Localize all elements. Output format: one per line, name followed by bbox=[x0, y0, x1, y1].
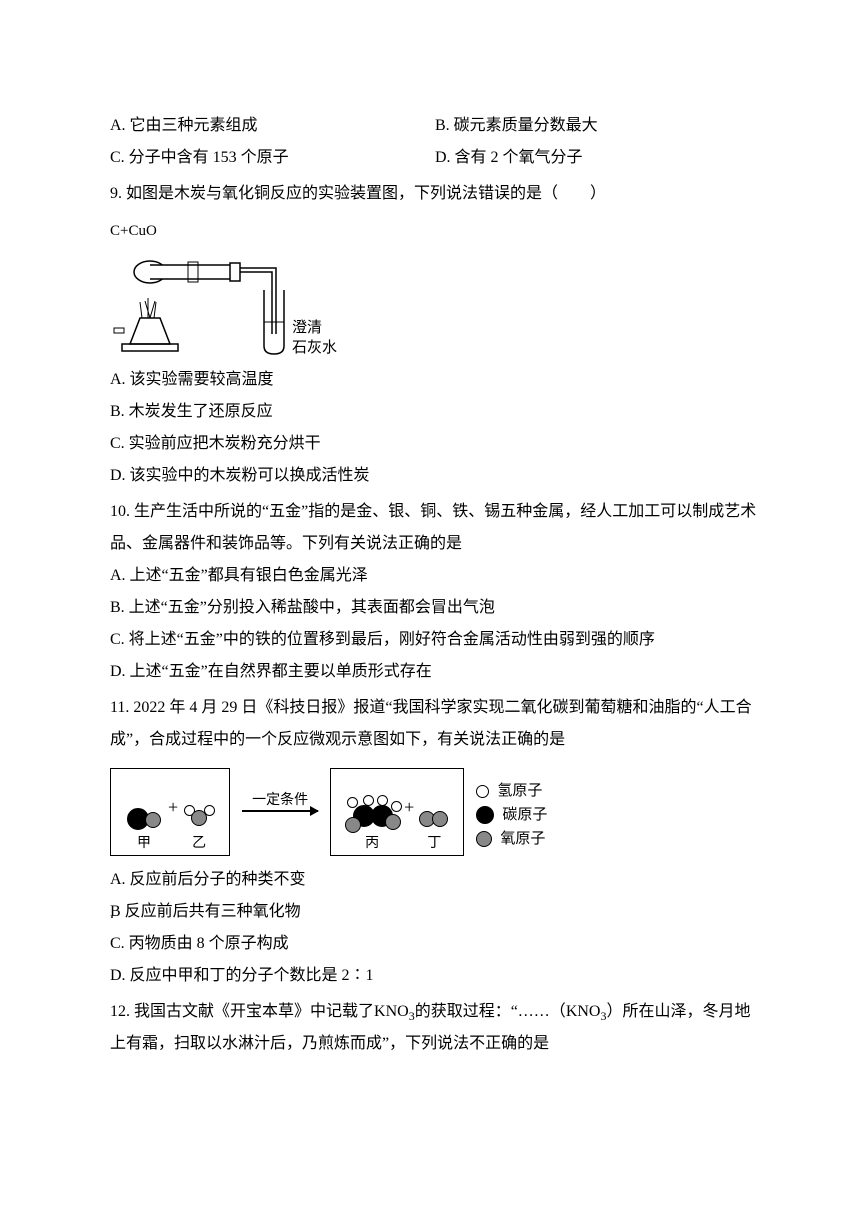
q11-b-text: 反应前后共有三种氧化物 bbox=[121, 903, 301, 920]
q9-text: 9. 如图是木炭与氧化铜反应的实验装置图，下列说法错误的是（ ） bbox=[110, 178, 760, 210]
q12-part1: 12. 我国古文献《开宝本草》中记载了 bbox=[110, 1003, 374, 1020]
molecule-yi bbox=[181, 798, 217, 834]
q8-option-d: D. 含有 2 个氧气分子 bbox=[435, 142, 760, 174]
q9-diagram: C+CuO 澄清 石灰水 bbox=[110, 216, 760, 358]
legend-h-label: 氢原子 bbox=[497, 782, 542, 800]
q11-reaction-diagram: 甲 + 乙 一定条件 丙 bbox=[110, 768, 760, 856]
q11-option-d: D. 反应中甲和丁的分子个数比是 2∶1 bbox=[110, 960, 760, 992]
label-bing: 丙 bbox=[365, 837, 379, 851]
q11-option-c: C. 丙物质由 8 个原子构成 bbox=[110, 928, 760, 960]
legend-o-label: 氧原子 bbox=[500, 830, 545, 848]
legend-h-icon bbox=[476, 785, 489, 798]
q10-option-a: A. 上述“五金”都具有银白色金属光泽 bbox=[110, 560, 760, 592]
q9-label3: 石灰水 bbox=[292, 339, 760, 359]
atom-legend: 氢原子 碳原子 氧原子 bbox=[476, 776, 547, 848]
label-jia: 甲 bbox=[137, 837, 151, 851]
q9-option-d: D. 该实验中的木炭粉可以换成活性炭 bbox=[110, 460, 760, 492]
q8-option-c: C. 分子中含有 153 个原子 bbox=[110, 142, 435, 174]
reaction-arrow: 一定条件 bbox=[242, 794, 318, 812]
q9-option-a: A. 该实验需要较高温度 bbox=[110, 364, 760, 396]
q12-formula1: KNO3 bbox=[374, 1003, 415, 1020]
q10-text: 10. 生产生活中所说的“五金”指的是金、银、铜、铁、锡五种金属，经人工加工可以… bbox=[110, 496, 760, 560]
q8-options-row2: C. 分子中含有 153 个原子 D. 含有 2 个氧气分子 bbox=[110, 142, 760, 174]
label-yi: 乙 bbox=[192, 837, 206, 851]
q11-option-a: A. 反应前后分子的种类不变 bbox=[110, 864, 760, 896]
q9-option-b: B. 木炭发生了还原反应 bbox=[110, 396, 760, 428]
legend-o-icon bbox=[476, 831, 492, 847]
q8-option-b: B. 碳元素质量分数最大 bbox=[435, 110, 760, 142]
arrow-label: 一定条件 bbox=[252, 794, 308, 808]
q10-option-d: D. 上述“五金”在自然界都主要以单质形式存在 bbox=[110, 656, 760, 688]
molecule-ding bbox=[417, 798, 451, 834]
molecule-jia bbox=[123, 798, 165, 834]
q12-paren-close: ） bbox=[606, 1003, 622, 1020]
q11-b-prefix: B bbox=[110, 903, 121, 920]
q8-option-a: A. 它由三种元素组成 bbox=[110, 110, 435, 142]
q9-label2: 澄清 bbox=[292, 319, 760, 339]
q11-text: 11. 2022 年 4 月 29 日《科技日报》报道“我国科学家实现二氧化碳到… bbox=[110, 692, 760, 756]
q12-paren-open: （ bbox=[550, 1003, 566, 1020]
q8-options-row1: A. 它由三种元素组成 B. 碳元素质量分数最大 bbox=[110, 110, 760, 142]
q12-text: 12. 我国古文献《开宝本草》中记载了KNO3的获取过程：“……（KNO3）所在… bbox=[110, 996, 760, 1060]
q9-option-c: C. 实验前应把木炭粉充分烘干 bbox=[110, 428, 760, 460]
q12-formula2: KNO3 bbox=[566, 1003, 607, 1020]
q10-option-c: C. 将上述“五金”中的铁的位置移到最后，刚好符合金属活动性由弱到强的顺序 bbox=[110, 624, 760, 656]
q11-option-b: B 反应前后共有三种氧化物 bbox=[110, 896, 760, 928]
q12-part2: 的获取过程：“…… bbox=[415, 1003, 550, 1020]
products-box: 丙 + 丁 bbox=[330, 768, 464, 856]
q10-option-b: B. 上述“五金”分别投入稀盐酸中，其表面都会冒出气泡 bbox=[110, 592, 760, 624]
plus-2: + bbox=[404, 789, 414, 825]
legend-c-label: 碳原子 bbox=[502, 806, 547, 824]
molecule-bing bbox=[343, 794, 401, 834]
q9-diagram-formula: C+CuO bbox=[110, 216, 760, 246]
label-ding: 丁 bbox=[427, 837, 441, 851]
reactants-box: 甲 + 乙 bbox=[110, 768, 230, 856]
legend-c-icon bbox=[476, 806, 494, 824]
plus-1: + bbox=[168, 789, 178, 825]
